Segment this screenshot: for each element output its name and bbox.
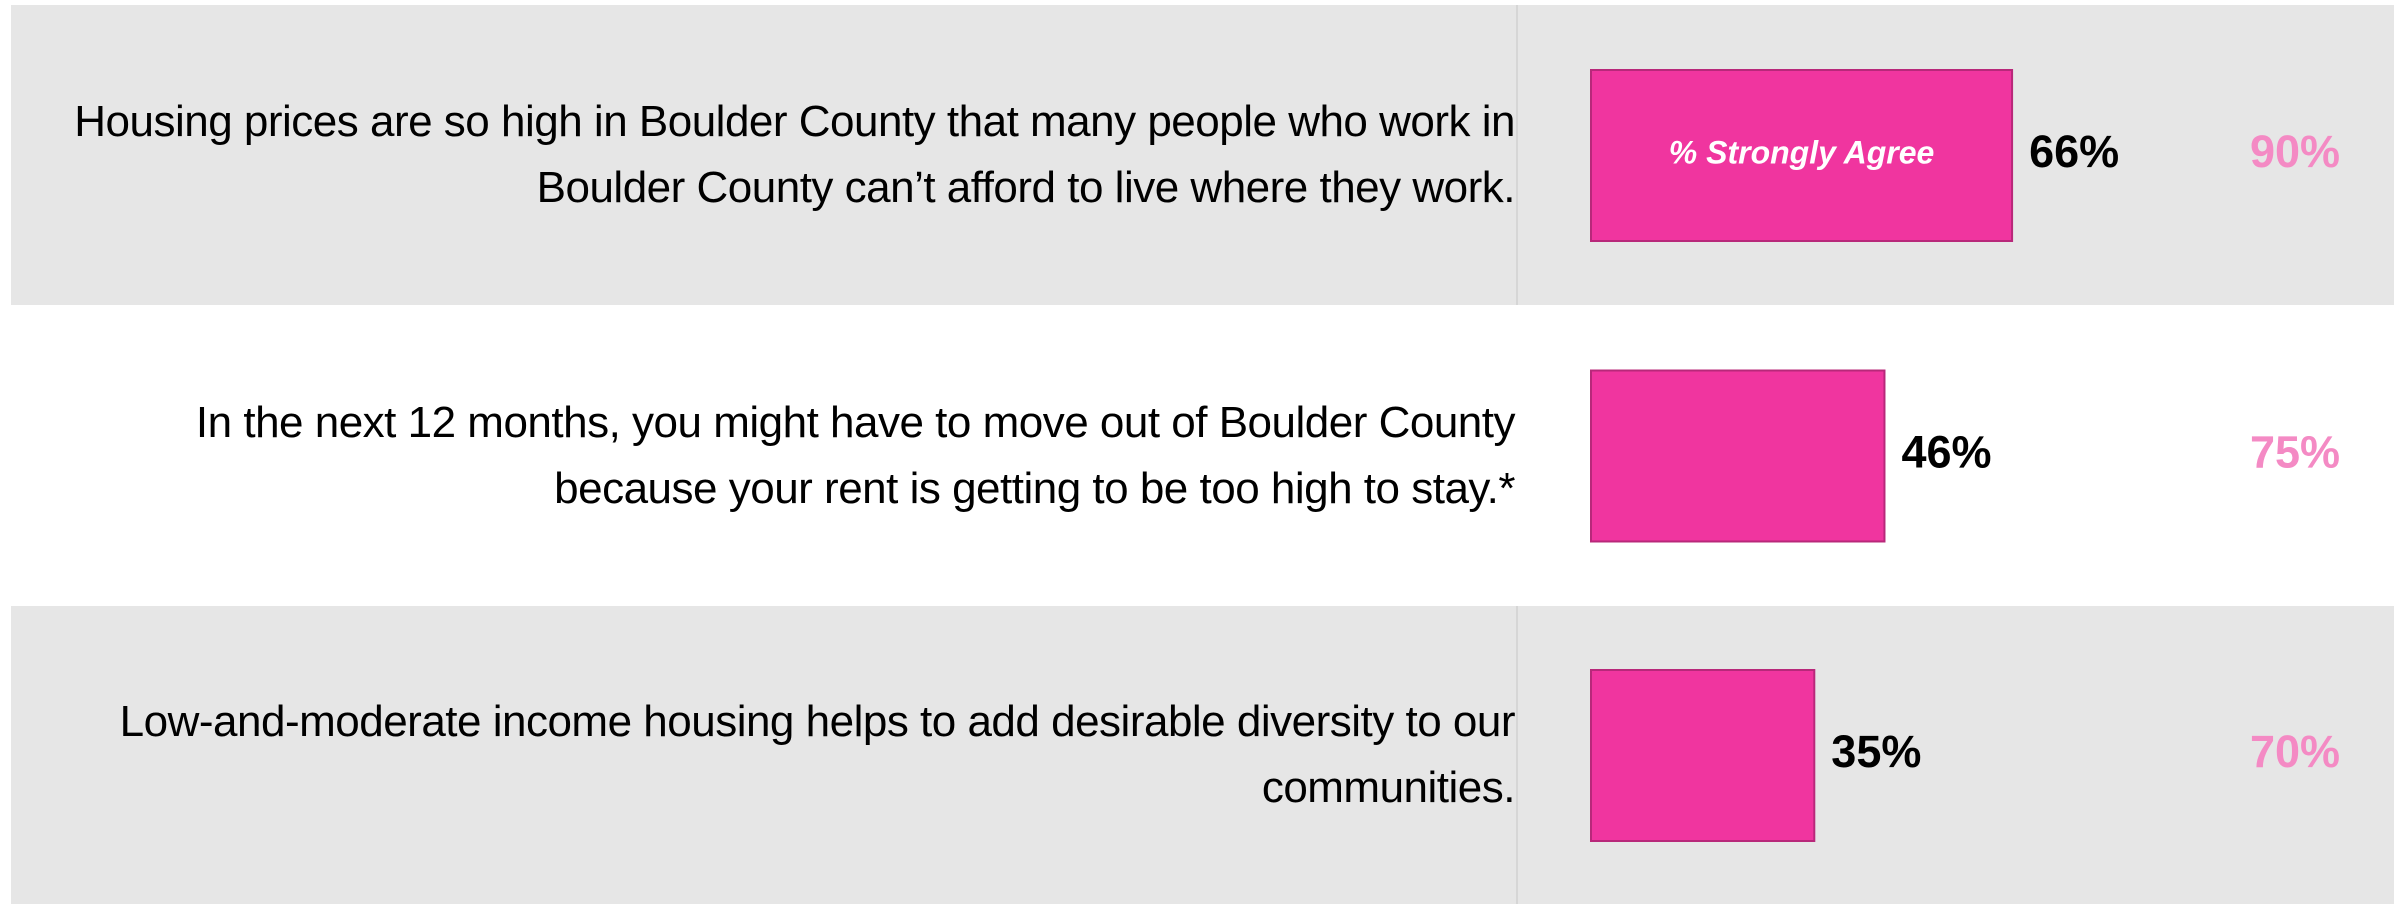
category-label: Housing prices are so high in Boulder Co… <box>74 97 1515 212</box>
total-label: 75% <box>2250 426 2340 477</box>
category-label: Low-and-moderate income housing helps to… <box>119 697 1516 812</box>
total-label: 70% <box>2250 726 2340 777</box>
total-label: 90% <box>2250 126 2340 177</box>
bar <box>1590 669 1816 842</box>
row-band <box>11 606 2394 904</box>
bar <box>1590 69 2014 242</box>
series-label: % Strongly Agree <box>1669 134 1935 170</box>
value-label: 46% <box>1901 426 1991 477</box>
bar <box>1590 369 1886 543</box>
category-label: In the next 12 months, you might have to… <box>195 397 1516 513</box>
value-label: 35% <box>1831 726 1921 777</box>
value-label: 66% <box>2029 126 2119 177</box>
